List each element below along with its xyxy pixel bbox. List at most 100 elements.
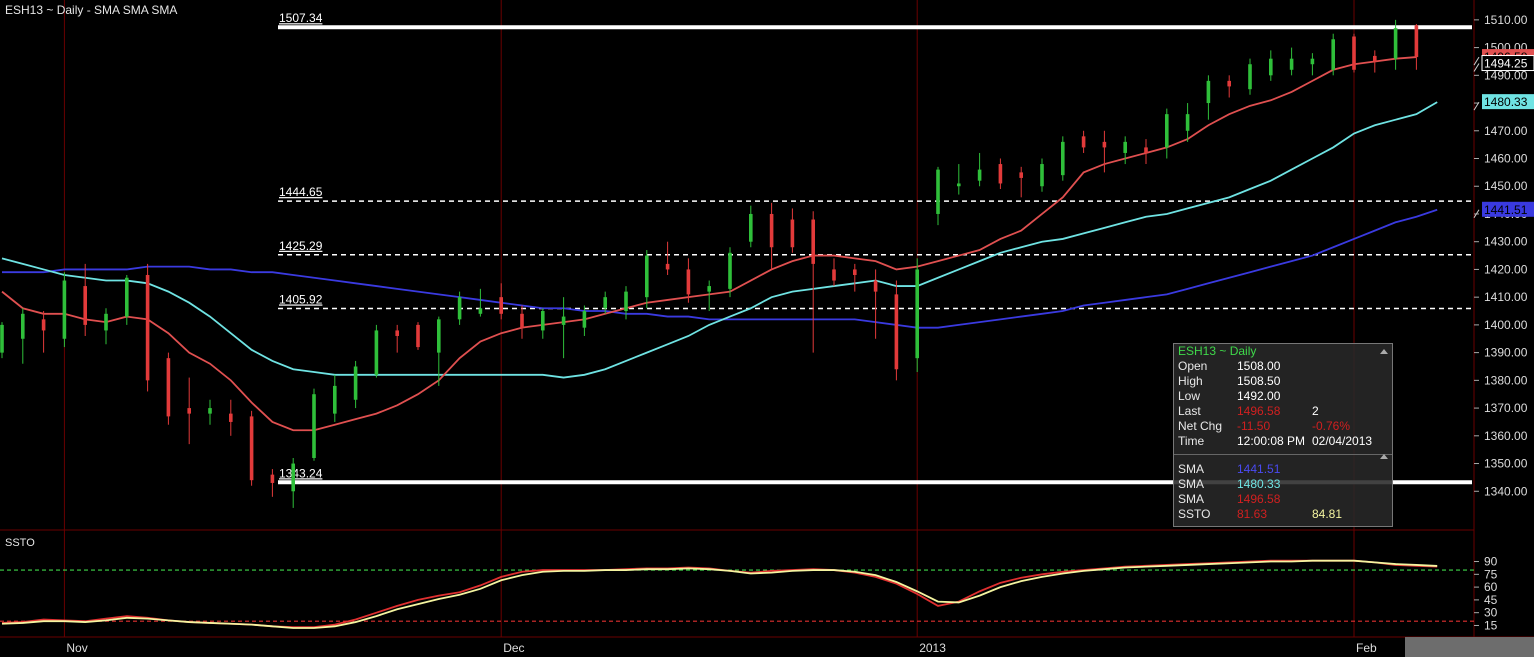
- candle-body: [416, 324, 420, 348]
- candle: [353, 360, 358, 409]
- candle-body: [499, 297, 503, 314]
- candle-body: [41, 319, 46, 331]
- ssto-tick-label: 60: [1484, 580, 1498, 594]
- candle: [1269, 50, 1273, 81]
- candle: [499, 283, 503, 320]
- candle: [1165, 108, 1169, 159]
- info-header: ESH13 ~ Daily: [1178, 344, 1257, 358]
- candle: [291, 457, 295, 508]
- candle: [21, 308, 25, 364]
- candle-body: [728, 252, 732, 289]
- candle-body: [208, 408, 212, 414]
- ssto-tick-label: 75: [1484, 567, 1498, 581]
- candle-body: [1393, 28, 1398, 59]
- ssto-tick-label: 15: [1484, 618, 1498, 632]
- candle-body: [790, 219, 795, 248]
- collapse-icon[interactable]: [1380, 454, 1388, 459]
- info-last-size: 2: [1312, 404, 1319, 418]
- ssto-label: SSTO: [5, 537, 35, 549]
- candle: [853, 263, 857, 292]
- candle: [104, 308, 108, 345]
- horizontal-scrollbar[interactable]: [1405, 637, 1534, 657]
- info-key: Low: [1178, 389, 1201, 403]
- candle: [707, 280, 711, 312]
- candle-body: [769, 213, 774, 248]
- price-tick-label: 1490.00: [1484, 68, 1528, 82]
- candle-body: [1061, 141, 1065, 176]
- info-key: Time: [1178, 434, 1205, 448]
- candle-body: [125, 277, 129, 317]
- candle-body: [541, 311, 545, 331]
- price-tag-pointer: [1473, 101, 1480, 111]
- ssto-tick-label: 90: [1484, 555, 1498, 569]
- candle: [936, 166, 940, 226]
- info-ssto-d: 84.81: [1312, 507, 1343, 521]
- collapse-icon[interactable]: [1380, 349, 1388, 354]
- candle-body: [145, 274, 150, 381]
- candle: [249, 410, 254, 486]
- candle-body: [1206, 80, 1211, 104]
- price-tick-label: 1430.00: [1484, 235, 1528, 249]
- candle: [1040, 158, 1044, 192]
- price-tick-label: 1340.00: [1484, 484, 1528, 498]
- candle-body: [21, 313, 25, 339]
- candle-body: [395, 330, 399, 336]
- candle: [437, 316, 441, 386]
- candle: [1310, 53, 1315, 76]
- price-tag-box: [1481, 55, 1534, 72]
- candle-body: [520, 313, 524, 328]
- info-box[interactable]: ESH13 ~ Daily Open 1508.00 High 1508.50 Lo…: [1173, 343, 1393, 527]
- candle-body: [1040, 164, 1044, 187]
- candle: [62, 272, 67, 348]
- candle-body: [624, 291, 628, 312]
- price-tick-label: 1360.00: [1484, 429, 1528, 443]
- info-last: 1496.58: [1237, 404, 1281, 418]
- candle: [977, 152, 982, 187]
- ssto-d-line: [1, 559, 1438, 629]
- price-tag-box: [1482, 94, 1534, 110]
- candle: [395, 324, 399, 353]
- price-tag-label: 1441.51: [1484, 203, 1528, 217]
- candle: [541, 308, 545, 339]
- candle-body: [582, 311, 587, 328]
- level-line-label: 1405.92: [279, 292, 323, 306]
- candle: [145, 263, 150, 392]
- candle-body: [603, 297, 607, 309]
- candle-body: [915, 269, 919, 359]
- candle-body: [832, 269, 836, 281]
- price-tag-pointer: [1473, 56, 1480, 66]
- candle-body: [1289, 58, 1294, 70]
- candle: [1352, 33, 1356, 73]
- candle: [0, 322, 4, 359]
- candle: [686, 258, 691, 303]
- candle: [1185, 103, 1190, 142]
- price-tick-label: 1420.00: [1484, 262, 1528, 276]
- info-high: 1508.50: [1237, 374, 1281, 388]
- time-tick-label: Dec: [503, 641, 524, 655]
- info-time: 12:00:08 PM: [1237, 434, 1306, 448]
- price-tag-label: 1494.25: [1484, 57, 1528, 71]
- candle: [728, 247, 732, 298]
- candle-body: [1185, 114, 1190, 131]
- candle: [478, 288, 483, 317]
- candle-body: [894, 294, 899, 370]
- candle-body: [561, 316, 566, 325]
- candle: [270, 469, 275, 497]
- info-open: 1508.00: [1237, 359, 1281, 373]
- candle: [832, 258, 836, 287]
- time-tick-label: Nov: [66, 641, 87, 655]
- candle: [1248, 58, 1252, 95]
- candle: [624, 286, 628, 320]
- info-date: 02/04/2013: [1312, 434, 1373, 448]
- candle-body: [1373, 55, 1377, 62]
- info-netchg-pct: -0.76%: [1312, 419, 1351, 433]
- candle-body: [104, 313, 108, 331]
- price-tag-label: 1480.33: [1484, 95, 1528, 109]
- candle-body: [437, 319, 441, 353]
- candle-body: [1310, 58, 1315, 65]
- price-tick-label: 1350.00: [1484, 457, 1528, 471]
- candle: [1061, 136, 1065, 181]
- time-tick-label: 2013: [919, 641, 946, 655]
- price-tick-label: 1370.00: [1484, 401, 1528, 415]
